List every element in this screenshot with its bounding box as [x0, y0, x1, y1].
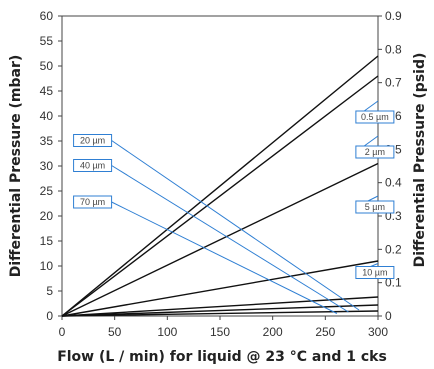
y-left-tick-label: 0	[46, 309, 53, 323]
series-line-2	[61, 75, 379, 317]
callout-leader-line	[111, 165, 349, 313]
callout-box	[73, 159, 113, 172]
callout-label: 20 µm	[80, 136, 105, 146]
y-left-tick-label: 40	[40, 109, 54, 123]
y-right-tick-label: 0.2	[385, 242, 402, 256]
chart-axes: 0 50 100 150 200 250 300 0 5 10 15 20 25 30 35 40 45 50 55…	[40, 9, 402, 339]
y-axis-right-title: Differential Pressure (psid)	[412, 53, 428, 268]
x-tick-label: 300	[368, 325, 388, 339]
callout-box	[73, 195, 113, 209]
callout-label: 10 µm	[362, 268, 387, 278]
chart-series	[61, 55, 379, 317]
series-line-1	[61, 55, 379, 317]
y-left-tick-label: 20	[40, 209, 54, 223]
x-axis-title: Flow (L / min) for liquid @ 23 °C and 1 …	[57, 349, 387, 365]
callout-box	[355, 110, 395, 124]
y-left-tick-label: 15	[40, 234, 54, 248]
y-left-tick-label: 55	[40, 34, 54, 48]
series-line-7	[61, 310, 379, 317]
y-right-tick-label: 0.1	[385, 276, 402, 290]
callout-label: 70 µm	[80, 197, 105, 207]
callout-box	[355, 200, 395, 214]
x-tick-label: 250	[315, 325, 335, 339]
y-left-tick-label: 30	[40, 159, 54, 173]
series-line-5	[61, 296, 379, 317]
y-left-tick-label: 50	[40, 59, 54, 73]
callout-box	[73, 134, 113, 147]
y-left-tick-label: 10	[40, 259, 54, 273]
y-right-tick-label: 0.7	[385, 76, 402, 90]
x-tick-label: 50	[108, 325, 122, 339]
callout-leader-line	[111, 201, 338, 314]
y-axis-left-title: Differential Pressure (mbar)	[8, 55, 24, 278]
callout-leader-line	[111, 140, 360, 311]
chart-callouts: 0.5 µm 2 µm 5 µm 10 µm 20 µm 40 µm 70 µm	[73, 100, 395, 314]
x-tick-label: 150	[210, 325, 230, 339]
y-right-tick-label: 0.8	[385, 42, 402, 56]
y-left-tick-label: 35	[40, 134, 54, 148]
x-tick-label: 100	[157, 325, 177, 339]
callout-box	[355, 266, 395, 279]
callout-label: 2 µm	[365, 147, 385, 157]
series-line-4	[61, 260, 379, 317]
y-left-tick-label: 5	[46, 284, 53, 298]
y-left-tick-label: 60	[40, 9, 54, 23]
y-left-tick-label: 45	[40, 84, 54, 98]
series-line-6	[61, 304, 379, 317]
y-right-tick-label: 0.4	[385, 176, 402, 190]
y-right-tick-label: 0	[385, 309, 392, 323]
callout-label: 0.5 µm	[361, 112, 389, 122]
y-right-tick-label: 0.9	[385, 9, 402, 23]
series-line-3	[61, 162, 379, 317]
callout-box	[355, 145, 395, 159]
x-tick-label: 200	[263, 325, 283, 339]
callout-label: 5 µm	[365, 202, 385, 212]
x-tick-label: 0	[59, 325, 66, 339]
y-left-tick-label: 25	[40, 184, 54, 198]
callout-label: 40 µm	[80, 161, 105, 171]
